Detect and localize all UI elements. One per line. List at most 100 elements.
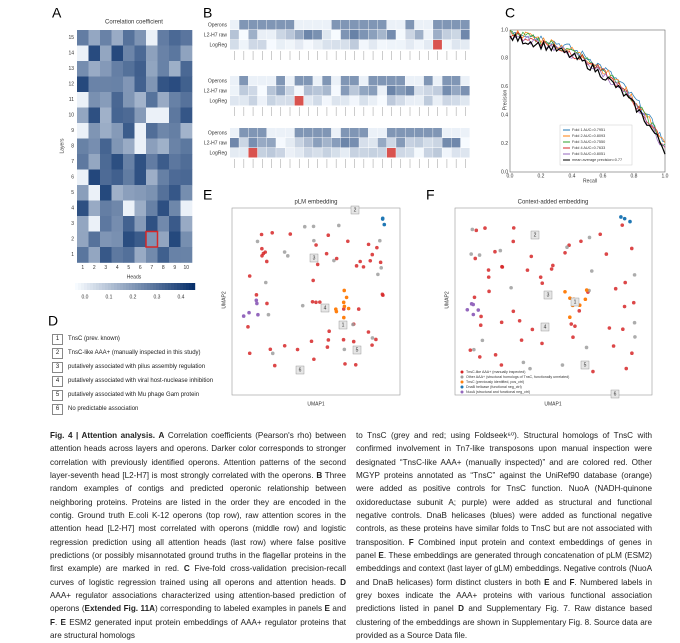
panel-letter: A <box>52 5 62 21</box>
point <box>326 233 331 238</box>
label-box <box>338 320 348 330</box>
heatmap-cell <box>180 216 193 232</box>
label-box <box>580 360 590 370</box>
y-tick-label: 0.8 <box>501 56 508 62</box>
strip-cell <box>266 148 276 158</box>
strip-cell <box>414 148 424 158</box>
point <box>314 300 318 305</box>
y-tick-label: 0.6 <box>501 84 508 90</box>
heatmap-cell <box>157 216 170 232</box>
heatmap-cell <box>77 45 89 62</box>
heatmap-cell <box>88 61 101 77</box>
heatmap-cell <box>77 30 89 46</box>
heatmap-cell <box>180 169 193 186</box>
page: A Correlation coefficient Heads Layers B… <box>48 4 669 641</box>
heatmap-cell <box>123 107 135 124</box>
caption-text: . These embeddings are generated through… <box>356 551 653 587</box>
legend-label: Other AAA+ (structural homologs of TnsC,… <box>466 375 569 379</box>
point <box>353 362 358 367</box>
colorbar <box>192 283 196 290</box>
item-text: putatively associated with Mu phage Gam … <box>68 392 200 398</box>
y-tick-label: 14 <box>68 51 74 57</box>
heatmap-cell <box>111 45 124 62</box>
strip-cell <box>239 128 249 138</box>
x-label: UMAP1 <box>544 401 561 407</box>
heatmap-cell <box>77 107 89 124</box>
heatmap-cell <box>157 76 170 93</box>
strip-cell <box>451 20 461 30</box>
strip-cell <box>322 40 332 50</box>
row-label: LogReg <box>209 150 227 156</box>
strip-cell <box>350 138 359 148</box>
heatmap-cell <box>146 247 158 263</box>
strip-cell <box>313 96 322 106</box>
colorbar <box>87 283 91 290</box>
colorbar <box>102 283 106 290</box>
strip-cell <box>451 96 461 106</box>
colorbar <box>141 283 145 290</box>
strip-cell <box>340 40 350 50</box>
point <box>312 238 316 243</box>
point <box>380 217 385 221</box>
strip-cell <box>322 30 332 40</box>
point <box>354 264 359 268</box>
point <box>259 232 264 237</box>
strip-cell <box>368 86 378 96</box>
point <box>272 363 277 368</box>
y-label: UMAP2 <box>221 291 227 308</box>
row-label: L2-H7 raw <box>204 32 227 38</box>
strip-cell <box>368 30 378 40</box>
point <box>486 268 491 272</box>
point <box>493 249 497 254</box>
strip-cell <box>451 40 461 50</box>
caption-title: Fig. 4 | Attention analysis. <box>50 431 155 440</box>
strip-cell <box>303 148 313 158</box>
strip-cell <box>423 96 433 106</box>
legend-label: Fold 5 AUC=0.8051 <box>572 152 605 156</box>
point <box>311 224 316 229</box>
strip-cell <box>423 138 433 148</box>
point <box>568 296 572 300</box>
strip-cell <box>248 40 258 50</box>
strip-cell <box>433 148 442 158</box>
point <box>346 239 350 244</box>
strip-cell <box>377 128 387 138</box>
strip-cell <box>276 30 285 40</box>
heatmap-cell <box>157 61 170 77</box>
strip-cell <box>276 76 285 86</box>
heatmap-cell <box>146 216 158 232</box>
heatmap-cell <box>134 216 147 232</box>
strip-cell <box>368 96 378 106</box>
point <box>326 338 331 342</box>
heatmap-cell <box>169 76 181 93</box>
strip-cell <box>294 138 304 148</box>
strip-cell <box>313 20 322 30</box>
strip-cell <box>331 86 341 96</box>
point <box>270 351 275 356</box>
strip-cell <box>303 128 313 138</box>
x-tick-label: 3 <box>104 265 107 271</box>
point <box>263 280 268 285</box>
heatmap-cell <box>146 76 158 93</box>
x-tick-label: 0.8 <box>631 173 638 179</box>
strip-cell <box>266 20 276 30</box>
heatmap-cell <box>77 169 89 186</box>
point <box>356 307 361 311</box>
point <box>479 314 483 319</box>
strip-cell <box>377 40 387 50</box>
strip-cell <box>405 40 415 50</box>
strip-cell <box>239 148 249 158</box>
strip-cell <box>239 86 249 96</box>
heatmap-cell <box>134 231 147 248</box>
strip-cell <box>451 148 461 158</box>
point <box>477 253 482 257</box>
panel-letter: F <box>426 187 435 203</box>
strip-cell <box>322 96 332 106</box>
point <box>622 304 627 309</box>
y-tick-label: 10 <box>68 113 74 119</box>
strip-cell <box>433 30 442 40</box>
point <box>342 315 346 320</box>
point <box>381 293 385 298</box>
strip-cell <box>377 138 387 148</box>
list-item: 5 putatively associated with Mu phage Gam… <box>52 388 213 402</box>
